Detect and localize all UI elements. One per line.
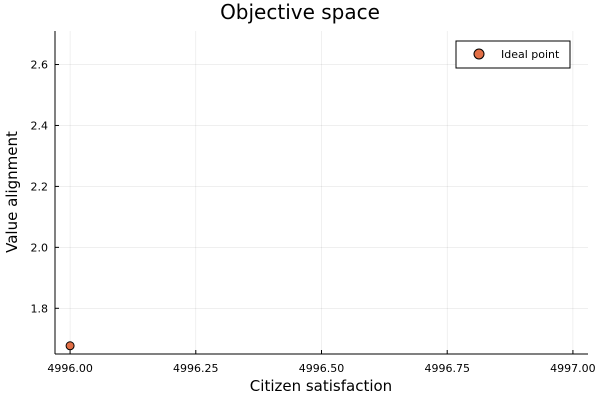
data-points bbox=[65, 341, 75, 351]
legend-label-ideal-point: Ideal point bbox=[501, 48, 560, 61]
x-tick-label: 4996.75 bbox=[424, 362, 470, 375]
x-tick-label: 4996.50 bbox=[299, 362, 345, 375]
x-tick-label: 4997.00 bbox=[550, 362, 596, 375]
data-point-ideal-point bbox=[65, 341, 75, 351]
x-tick-label: 4996.00 bbox=[47, 362, 93, 375]
y-tick-label: 2.6 bbox=[31, 59, 49, 72]
y-tick-label: 2.0 bbox=[31, 241, 49, 254]
y-tick-label: 1.8 bbox=[31, 302, 49, 315]
legend: Ideal point bbox=[455, 40, 571, 69]
chart-title: Objective space bbox=[220, 0, 380, 24]
y-tick-label: 2.4 bbox=[31, 119, 49, 132]
y-axis-label: Value alignment bbox=[3, 131, 21, 253]
tick-labels: 4996.00 4996.25 4996.50 4996.75 4997.00 1.8 2.… bbox=[31, 59, 596, 375]
legend-marker-ideal-point bbox=[473, 48, 485, 60]
x-axis-label: Citizen satisfaction bbox=[250, 377, 392, 395]
x-tick-label: 4996.25 bbox=[173, 362, 219, 375]
y-tick-label: 2.2 bbox=[31, 180, 49, 193]
